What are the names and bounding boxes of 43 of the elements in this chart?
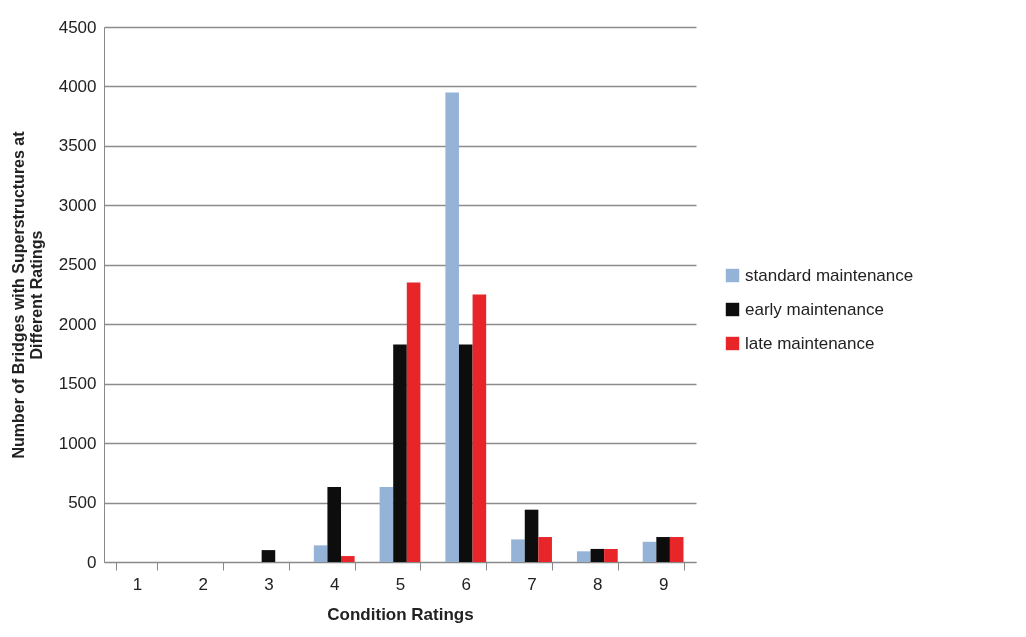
y-axis-title: Number of Bridges with Superstructures at Different Ratings — [9, 130, 45, 459]
bar — [341, 556, 355, 562]
y-tick-label: 4500 — [58, 17, 97, 37]
bar — [604, 548, 618, 562]
bar — [656, 537, 670, 562]
x-tick-label: 3 — [264, 574, 274, 594]
bar — [642, 541, 657, 562]
y-tick-label: 0 — [87, 552, 97, 572]
bar — [458, 344, 473, 562]
bar — [511, 539, 525, 562]
bar — [313, 545, 328, 562]
x-tick-label: 6 — [461, 574, 472, 594]
x-tick-label: 7 — [527, 574, 537, 594]
bar — [393, 344, 407, 562]
x-axis-title: Condition Ratings — [327, 604, 474, 624]
legend-label: early maintenance — [745, 299, 884, 319]
bar — [406, 282, 421, 562]
bar — [576, 551, 591, 562]
bar — [590, 548, 605, 562]
y-tick-label: 4000 — [58, 76, 97, 96]
x-tick-label: 8 — [593, 574, 603, 594]
y-tick-label: 3000 — [58, 195, 97, 215]
y-tick-label: 3500 — [58, 136, 97, 156]
bar — [669, 537, 684, 562]
x-tick-label: 9 — [658, 574, 669, 594]
y-tick-label: 2000 — [58, 314, 97, 334]
y-tick-label: 500 — [68, 493, 97, 513]
x-tick-label: 2 — [198, 574, 208, 594]
legend-label: standard maintenance — [745, 265, 914, 285]
y-tick-label: 1000 — [58, 433, 97, 453]
bar — [524, 509, 539, 562]
bar — [261, 550, 276, 562]
y-tick-label: 2500 — [58, 255, 97, 275]
x-tick-label: 5 — [395, 574, 406, 594]
x-tick-label: 1 — [132, 574, 143, 594]
bar — [538, 537, 552, 562]
bar — [327, 487, 342, 562]
bar — [472, 294, 487, 562]
x-tick-label: 4 — [329, 574, 340, 594]
legend-label: late maintenance — [745, 333, 875, 353]
y-tick-label: 1500 — [58, 374, 97, 394]
bar — [379, 487, 394, 562]
bar — [445, 92, 459, 562]
